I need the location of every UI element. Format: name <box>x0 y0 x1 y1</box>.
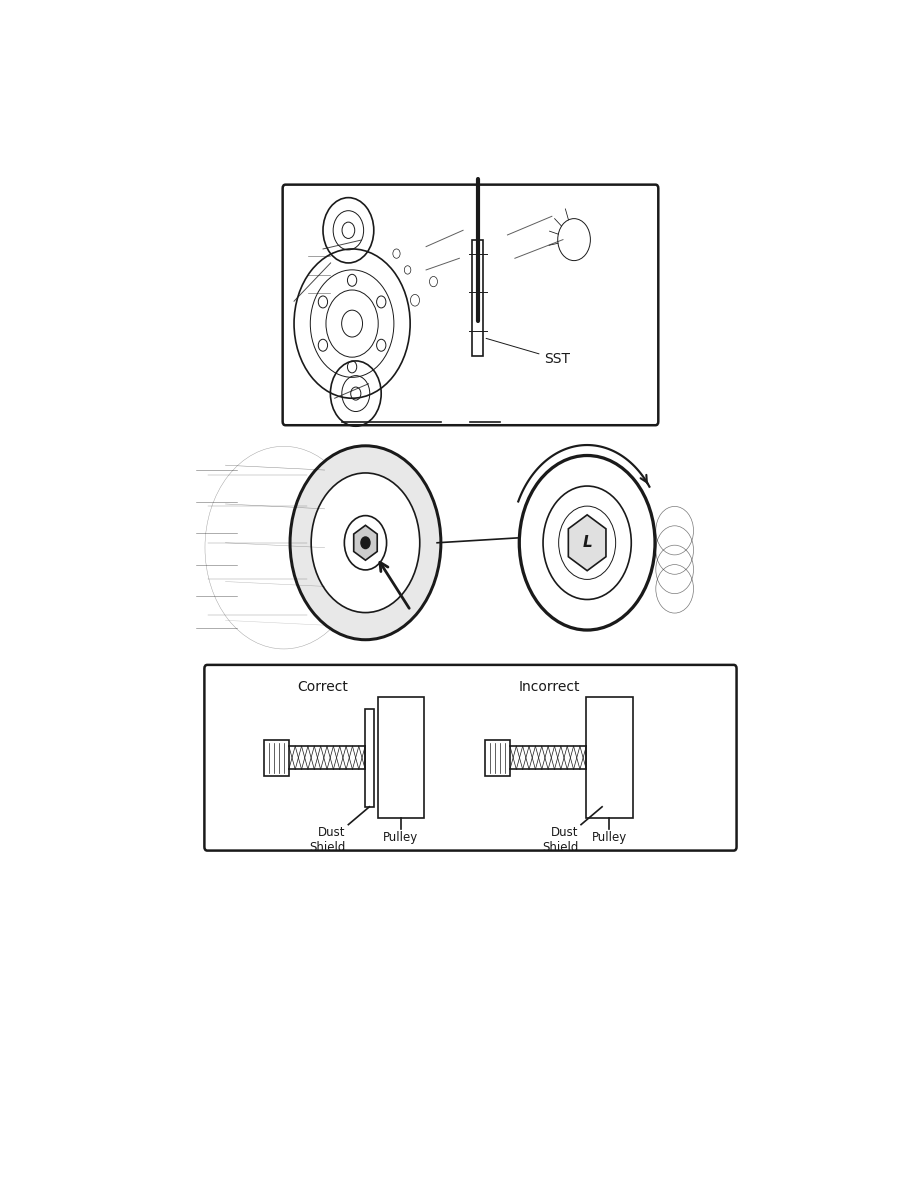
Circle shape <box>311 473 420 613</box>
FancyBboxPatch shape <box>598 709 606 807</box>
FancyBboxPatch shape <box>283 184 658 425</box>
Polygon shape <box>568 514 606 570</box>
Text: L: L <box>582 536 592 550</box>
FancyBboxPatch shape <box>205 665 736 851</box>
Circle shape <box>290 446 441 639</box>
FancyBboxPatch shape <box>378 697 424 819</box>
FancyBboxPatch shape <box>587 697 633 819</box>
Text: Incorrect: Incorrect <box>519 681 580 695</box>
Text: Correct: Correct <box>297 681 349 695</box>
FancyBboxPatch shape <box>365 709 374 807</box>
Circle shape <box>361 537 370 549</box>
Text: Pulley: Pulley <box>592 830 627 843</box>
FancyBboxPatch shape <box>473 240 484 356</box>
Text: SST: SST <box>487 339 570 366</box>
Polygon shape <box>353 525 377 561</box>
FancyBboxPatch shape <box>485 740 510 776</box>
Text: Pulley: Pulley <box>384 830 419 843</box>
FancyBboxPatch shape <box>263 740 289 776</box>
Text: Dust
Shield: Dust Shield <box>542 827 578 854</box>
Text: Dust
Shield: Dust Shield <box>309 827 346 854</box>
